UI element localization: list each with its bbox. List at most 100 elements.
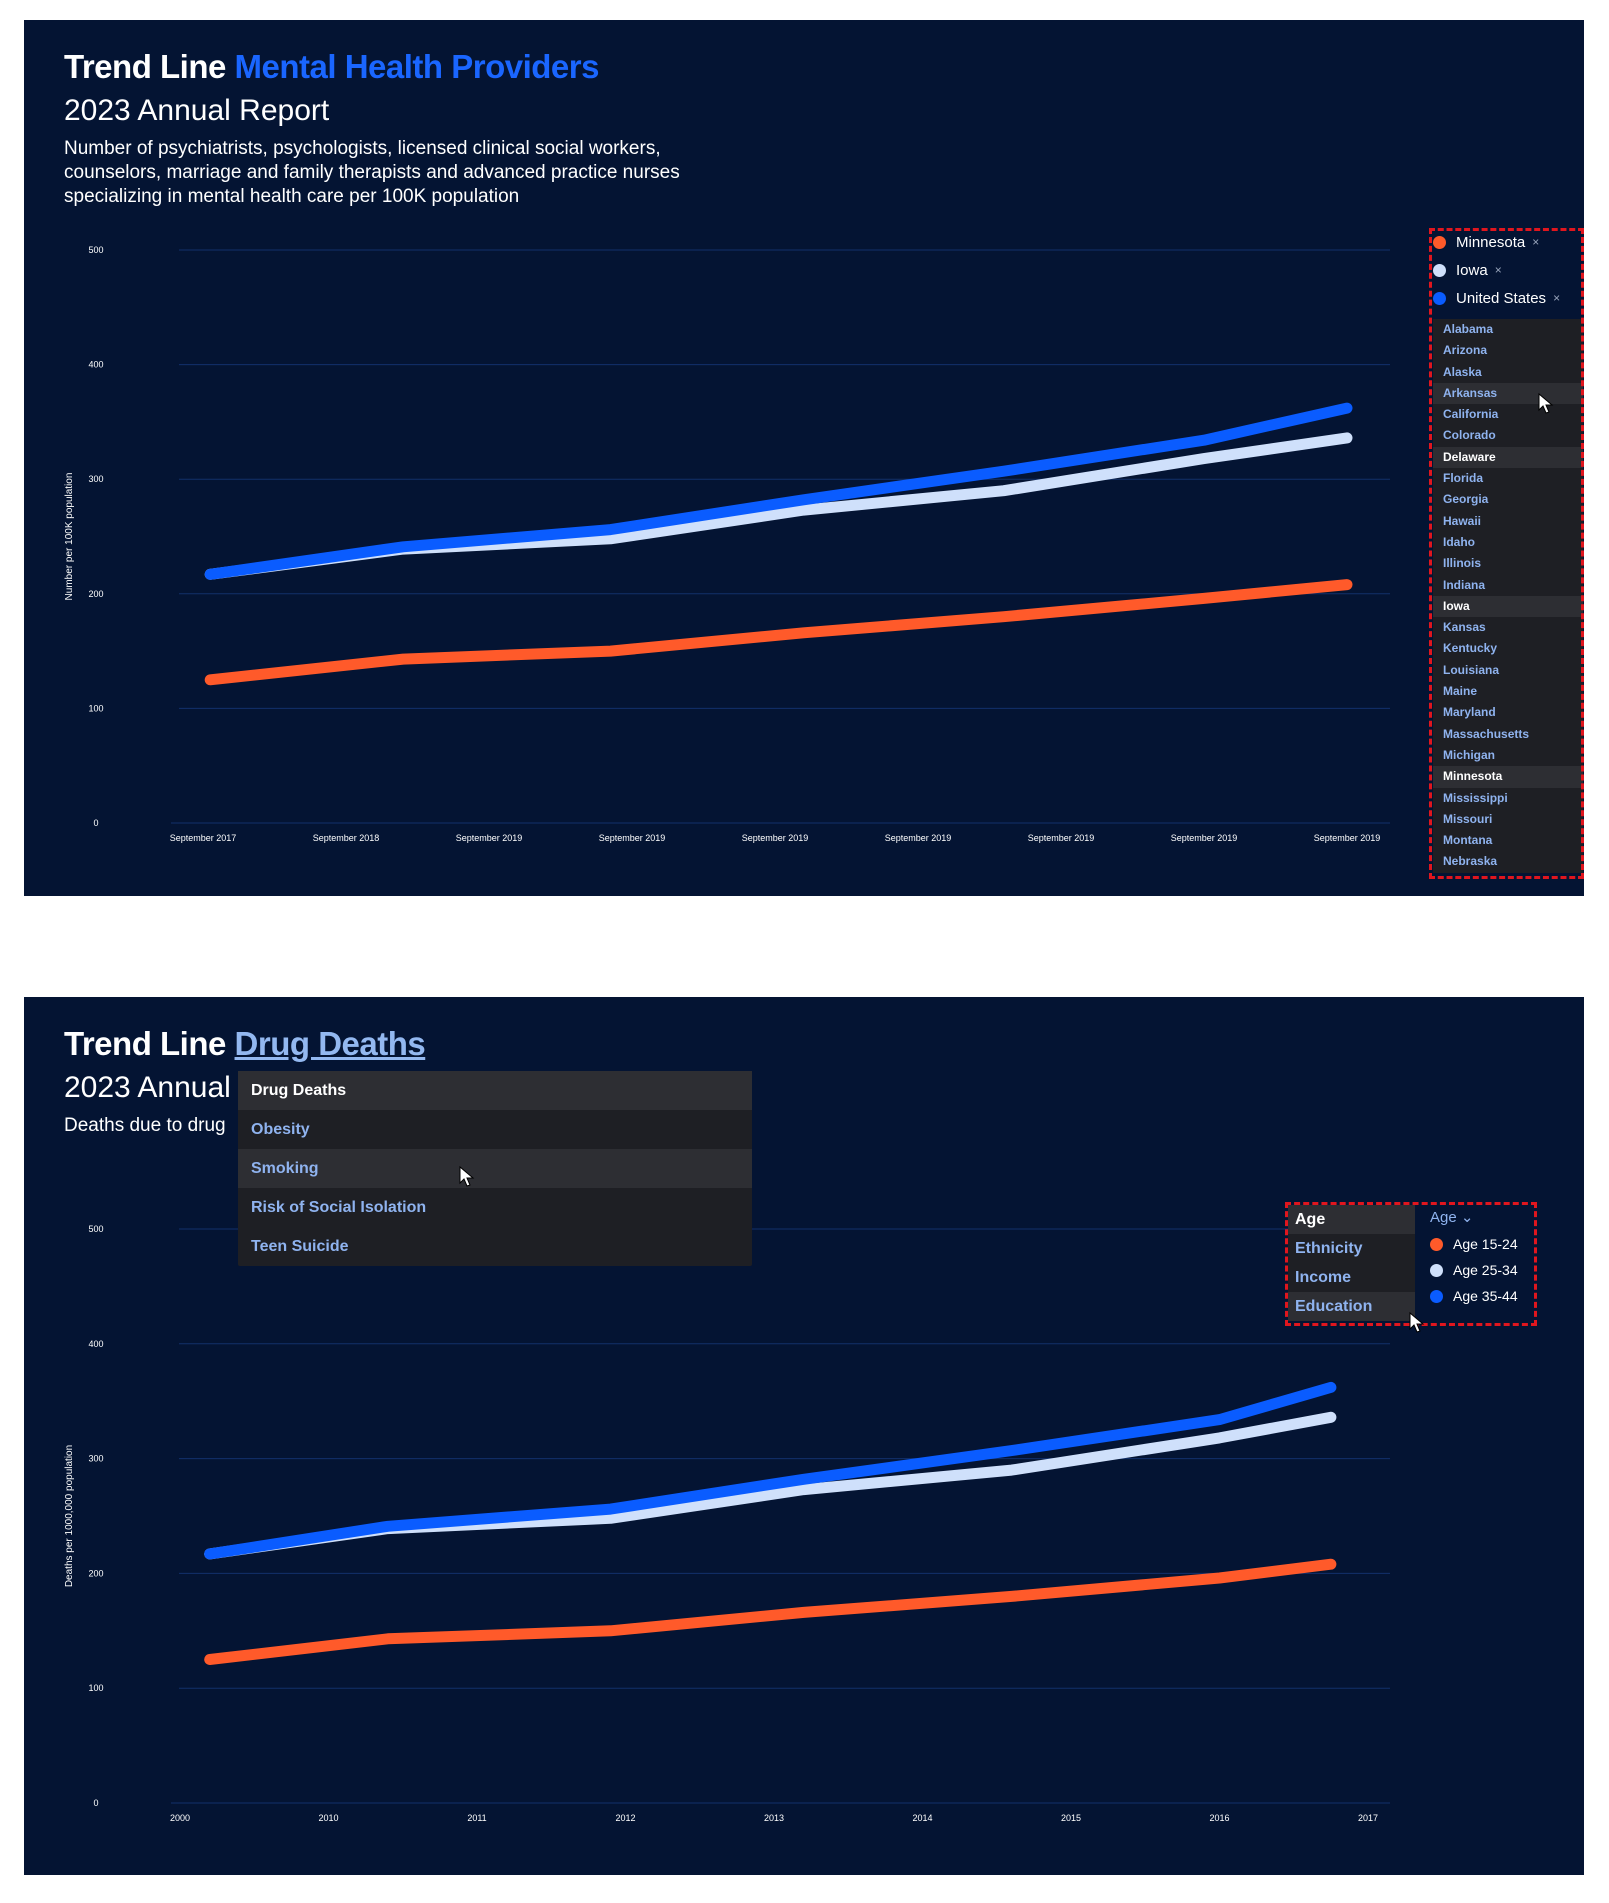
state-item-indiana[interactable]: Indiana xyxy=(1443,577,1486,592)
state-item-nebraska[interactable]: Nebraska xyxy=(1443,854,1498,869)
legend-item: Age 25-34 xyxy=(1430,1257,1540,1283)
dropdown-item-smoking[interactable]: Smoking xyxy=(238,1149,752,1188)
x-tick-label: 2011 xyxy=(467,1813,486,1823)
y-tick-label: 200 xyxy=(88,589,103,599)
close-icon[interactable]: × xyxy=(1532,235,1540,249)
state-item-alaska[interactable]: Alaska xyxy=(1443,364,1482,379)
age-filter-label: Age xyxy=(1430,1209,1457,1226)
x-tick-label: September 2017 xyxy=(170,833,237,843)
legend-label: Iowa xyxy=(1456,261,1488,279)
selected-state-minnesota: Minnesota × xyxy=(1433,228,1583,256)
dropdown-item-obesity[interactable]: Obesity xyxy=(251,1121,310,1138)
y-axis-label: Number per 100K population xyxy=(64,473,75,601)
x-tick-label: September 2019 xyxy=(1314,833,1381,843)
state-item-iowa[interactable]: Iowa xyxy=(1433,595,1583,618)
legend-dot-icon xyxy=(1433,235,1446,249)
x-tick-label: 2013 xyxy=(764,1813,784,1823)
series-line-age-15-24[interactable] xyxy=(204,1558,1337,1665)
y-tick-label: 0 xyxy=(93,818,98,828)
mental-health-panel: Trend Line Mental Health Providers 2023 … xyxy=(24,20,1584,896)
chevron-down-icon: ⌄ xyxy=(1460,1209,1474,1226)
chart-subtitle: 2023 Annual Report xyxy=(64,94,330,127)
state-list[interactable]: Alabama Arizona Alaska Arkansas California Co… xyxy=(1433,319,1583,873)
state-item-louisiana[interactable]: Louisiana xyxy=(1443,662,1500,677)
metric-selector-link[interactable]: Drug Deaths xyxy=(234,1025,426,1062)
metric-selector-link[interactable]: Mental Health Providers xyxy=(234,48,600,85)
y-tick-label: 400 xyxy=(88,360,103,370)
drug-deaths-panel: Trend Line Drug Deaths 2023 Annual Death… xyxy=(24,997,1584,1875)
state-legend: Minnesota × Iowa × United States × Alabama Ari… xyxy=(1433,228,1583,878)
legend-label: Age 15-24 xyxy=(1453,1236,1518,1252)
state-item-colorado[interactable]: Colorado xyxy=(1443,428,1496,443)
state-item-delaware[interactable]: Delaware xyxy=(1433,446,1583,469)
y-tick-label: 0 xyxy=(93,1798,98,1808)
x-tick-label: September 2019 xyxy=(742,833,809,843)
x-tick-label: 2000 xyxy=(170,1813,190,1823)
legend-label: United States xyxy=(1456,289,1547,307)
x-tick-label: September 2019 xyxy=(885,833,952,843)
y-tick-label: 500 xyxy=(88,245,103,255)
state-item-kansas[interactable]: Kansas xyxy=(1443,620,1486,635)
x-tick-label: 2016 xyxy=(1209,1813,1229,1823)
category-item-age[interactable]: Age xyxy=(1288,1205,1415,1234)
y-tick-label: 400 xyxy=(88,1339,103,1349)
legend-dot-icon xyxy=(1433,263,1446,277)
dropdown-item-risk-of-social-isolation[interactable]: Risk of Social Isolation xyxy=(251,1199,427,1216)
state-item-arizona[interactable]: Arizona xyxy=(1443,343,1488,358)
y-tick-label: 500 xyxy=(88,1224,103,1234)
state-item-massachusetts[interactable]: Massachusetts xyxy=(1443,726,1530,741)
y-tick-label: 100 xyxy=(88,1683,103,1693)
state-item-georgia[interactable]: Georgia xyxy=(1443,492,1489,507)
state-item-kentucky[interactable]: Kentucky xyxy=(1443,641,1498,656)
selected-state-united-states: United States × xyxy=(1433,284,1583,312)
metric-dropdown[interactable]: Drug Deaths Obesity Smoking Risk of Social … xyxy=(238,1071,752,1266)
dropdown-item-drug-deaths[interactable]: Drug Deaths xyxy=(238,1071,752,1110)
legend-label: Age 25-34 xyxy=(1453,1262,1518,1278)
cursor-icon xyxy=(459,1165,475,1187)
legend-dot-icon xyxy=(1430,1289,1443,1303)
series-line-age-35-44[interactable] xyxy=(204,1381,1337,1560)
x-tick-label: 2014 xyxy=(912,1813,932,1823)
x-tick-label: 2012 xyxy=(615,1813,635,1823)
state-item-illinois[interactable]: Illinois xyxy=(1443,556,1482,571)
dropdown-item-teen-suicide[interactable]: Teen Suicide xyxy=(251,1238,349,1255)
legend-item: Age 15-24 xyxy=(1430,1231,1540,1257)
legend-item: Age 35-44 xyxy=(1430,1283,1540,1309)
state-item-alabama[interactable]: Alabama xyxy=(1443,322,1494,336)
x-tick-label: 2010 xyxy=(318,1813,338,1823)
legend-dot-icon xyxy=(1430,1263,1443,1277)
state-item-hawaii[interactable]: Hawaii xyxy=(1443,513,1482,528)
x-tick-label: 2017 xyxy=(1358,1813,1378,1823)
line-chart: 0 100 200 300 400 500 September 2017 September … xyxy=(64,245,1390,843)
state-item-montana[interactable]: Montana xyxy=(1443,833,1493,848)
series-line-united-states[interactable] xyxy=(204,402,1353,580)
category-item-education[interactable]: Education xyxy=(1288,1292,1415,1321)
state-item-michigan[interactable]: Michigan xyxy=(1443,747,1496,762)
state-item-idaho[interactable]: Idaho xyxy=(1443,534,1475,549)
chart-description: Number of psychiatrists, psychologists, … xyxy=(64,138,680,207)
state-item-florida[interactable]: Florida xyxy=(1443,471,1484,486)
series-line-minnesota[interactable] xyxy=(204,579,1353,686)
x-tick-label: September 2019 xyxy=(1171,833,1238,843)
state-item-california[interactable]: California xyxy=(1443,407,1499,422)
state-item-maine[interactable]: Maine xyxy=(1443,684,1478,699)
selected-state-iowa: Iowa × xyxy=(1433,256,1583,284)
state-item-maryland[interactable]: Maryland xyxy=(1443,705,1496,720)
chart-description: Deaths due to drug xyxy=(64,1115,226,1136)
close-icon[interactable]: × xyxy=(1553,291,1561,305)
category-item-ethnicity[interactable]: Ethnicity xyxy=(1295,1240,1363,1257)
legend-label: Age 35-44 xyxy=(1453,1288,1518,1304)
chart-title: Trend Line Mental Health Providers xyxy=(64,48,599,86)
category-item-income[interactable]: Income xyxy=(1295,1269,1352,1286)
state-item-mississippi[interactable]: Mississippi xyxy=(1443,790,1508,805)
legend-label: Minnesota xyxy=(1456,233,1526,251)
age-filter-dropdown[interactable]: Age ⌄ xyxy=(1430,1205,1540,1231)
y-axis-label: Deaths per 1000,000 population xyxy=(64,1445,75,1587)
age-legend: Age ⌄ Age 15-24 Age 25-34 Age 35-44 xyxy=(1430,1205,1540,1309)
state-item-minnesota[interactable]: Minnesota xyxy=(1433,766,1583,788)
x-tick-label: 2015 xyxy=(1061,1813,1081,1823)
close-icon[interactable]: × xyxy=(1494,263,1502,277)
category-menu[interactable]: Age Ethnicity Income Education xyxy=(1288,1205,1415,1321)
state-item-arkansas[interactable]: Arkansas xyxy=(1433,382,1583,405)
state-item-missouri[interactable]: Missouri xyxy=(1443,811,1493,826)
